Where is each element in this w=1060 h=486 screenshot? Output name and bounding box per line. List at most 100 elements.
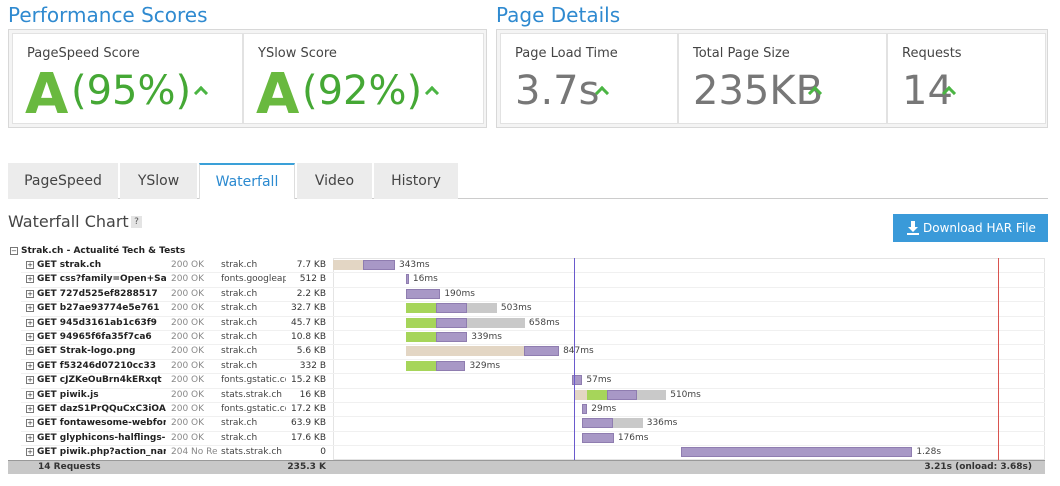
card-label: Page Load Time (515, 46, 618, 61)
time-label: 29ms (591, 404, 617, 414)
size: 63.9 KB (291, 418, 326, 429)
expand-icon[interactable]: + (26, 333, 34, 341)
timing-bar (362, 260, 395, 270)
size: 5.6 KB (296, 346, 326, 357)
time-label: 510ms (670, 389, 701, 400)
expand-icon[interactable]: + (26, 304, 34, 313)
expand-icon[interactable]: + (26, 405, 34, 413)
size: 2.2 KB (296, 288, 326, 299)
domain: strak.ch (221, 288, 258, 299)
grade: A (25, 62, 69, 127)
card-value: 3.7s (515, 68, 600, 114)
timing-bar (467, 303, 497, 314)
status: 200 OK (171, 375, 205, 386)
expand-icon[interactable]: + (26, 275, 34, 284)
domain: strak.ch (221, 317, 258, 328)
time-label: 336ms (646, 418, 678, 429)
expand-icon[interactable]: + (26, 390, 34, 399)
status: 200 OK (171, 360, 205, 371)
expand-icon[interactable]: + (26, 448, 34, 457)
timing-bar (333, 260, 363, 270)
expand-icon[interactable]: + (26, 347, 34, 356)
domain: stats.strak.ch (221, 389, 282, 400)
domain: strak.ch (221, 346, 258, 357)
timing-bar (406, 303, 436, 314)
domain: strak.ch (221, 432, 258, 443)
row-line (21, 402, 1045, 403)
timing-bar (406, 288, 441, 299)
card-label: PageSpeed Score (27, 46, 140, 61)
domain: strak.ch (221, 260, 258, 270)
time-label: 57ms (586, 375, 612, 386)
section-title: Page Details (496, 3, 621, 27)
timing-bar (436, 317, 468, 328)
time-label: 343ms (398, 260, 430, 270)
row-line (21, 416, 1045, 418)
status: 200 OK (171, 274, 205, 285)
status: 200 OK (171, 404, 205, 414)
card-label: Total Page Size (693, 46, 790, 61)
time-label: 16ms (412, 274, 438, 285)
up-icon (424, 85, 440, 101)
expand-icon[interactable]: + (26, 376, 34, 385)
time-label: 658ms (528, 317, 560, 328)
detail-card: Page Load Time 3.7s (500, 33, 678, 124)
detail-card: Requests 14 (887, 33, 1046, 124)
size: 7.7 KB (296, 260, 326, 270)
row-line (21, 445, 1045, 447)
size: 10.8 KB (291, 332, 326, 342)
expand-icon[interactable]: + (26, 261, 34, 269)
footer-requests: 14 Requests (38, 461, 101, 472)
expand-icon[interactable]: + (26, 419, 34, 428)
status: 204 No Re (171, 447, 217, 458)
status: 200 OK (171, 389, 205, 400)
domain: fonts.gstatic.com (221, 375, 286, 386)
collapse-icon[interactable]: − (10, 247, 18, 255)
expand-icon[interactable]: + (26, 318, 34, 327)
request: GET f53246d07210cc33 (37, 360, 156, 371)
domain: fonts.googleapis (221, 274, 286, 285)
status: 200 OK (171, 303, 205, 314)
request: GET piwik.php?action_nar (37, 447, 166, 458)
domain: strak.ch (221, 418, 258, 429)
section-title: Performance Scores (8, 3, 208, 27)
download-button[interactable]: Download HAR File (893, 214, 1048, 242)
score-card: PageSpeed Score A (95%) (12, 33, 243, 127)
row-line (21, 286, 1045, 288)
scores-box: PageSpeed Score A (95%) YSlow Score A (9… (8, 29, 487, 128)
domain: fonts.gstatic.com (221, 404, 286, 414)
row-line (21, 344, 1045, 346)
row-line (21, 272, 1045, 274)
time-label: 503ms (500, 303, 532, 314)
help-icon[interactable]: ? (131, 216, 142, 228)
time-label: 1.28s (916, 447, 942, 458)
waterfall-title: Waterfall Chart (8, 212, 129, 231)
tab[interactable]: History (374, 163, 458, 199)
expand-icon[interactable]: + (26, 361, 34, 370)
time-label: 847ms (563, 346, 594, 357)
size: 15.2 KB (291, 375, 326, 386)
footer-time: 3.21s (onload: 3.68s) (924, 461, 1032, 472)
timing-bar (436, 332, 468, 342)
timing-bar (524, 346, 560, 357)
request: GET 94965f6fa35f7ca6 (37, 332, 152, 342)
timing-bar (467, 317, 525, 328)
tab[interactable]: YSlow (120, 163, 197, 199)
expand-icon[interactable]: + (26, 289, 34, 298)
timing-bar (406, 346, 524, 357)
row-line (21, 358, 1045, 360)
download-label: Download HAR File (923, 221, 1036, 235)
tab[interactable]: PageSpeed (8, 163, 118, 199)
download-icon (907, 221, 919, 235)
grade: A (256, 62, 300, 127)
expand-icon[interactable]: + (26, 433, 34, 442)
size: 17.2 KB (291, 404, 326, 414)
score-card: YSlow Score A (92%) (243, 33, 484, 127)
tab[interactable]: Waterfall (199, 163, 295, 199)
score: (92%) (302, 68, 423, 114)
timing-bar (574, 389, 588, 400)
domain: strak.ch (221, 360, 258, 371)
tab[interactable]: Video (297, 163, 372, 199)
status: 200 OK (171, 317, 205, 328)
up-icon (193, 85, 209, 101)
